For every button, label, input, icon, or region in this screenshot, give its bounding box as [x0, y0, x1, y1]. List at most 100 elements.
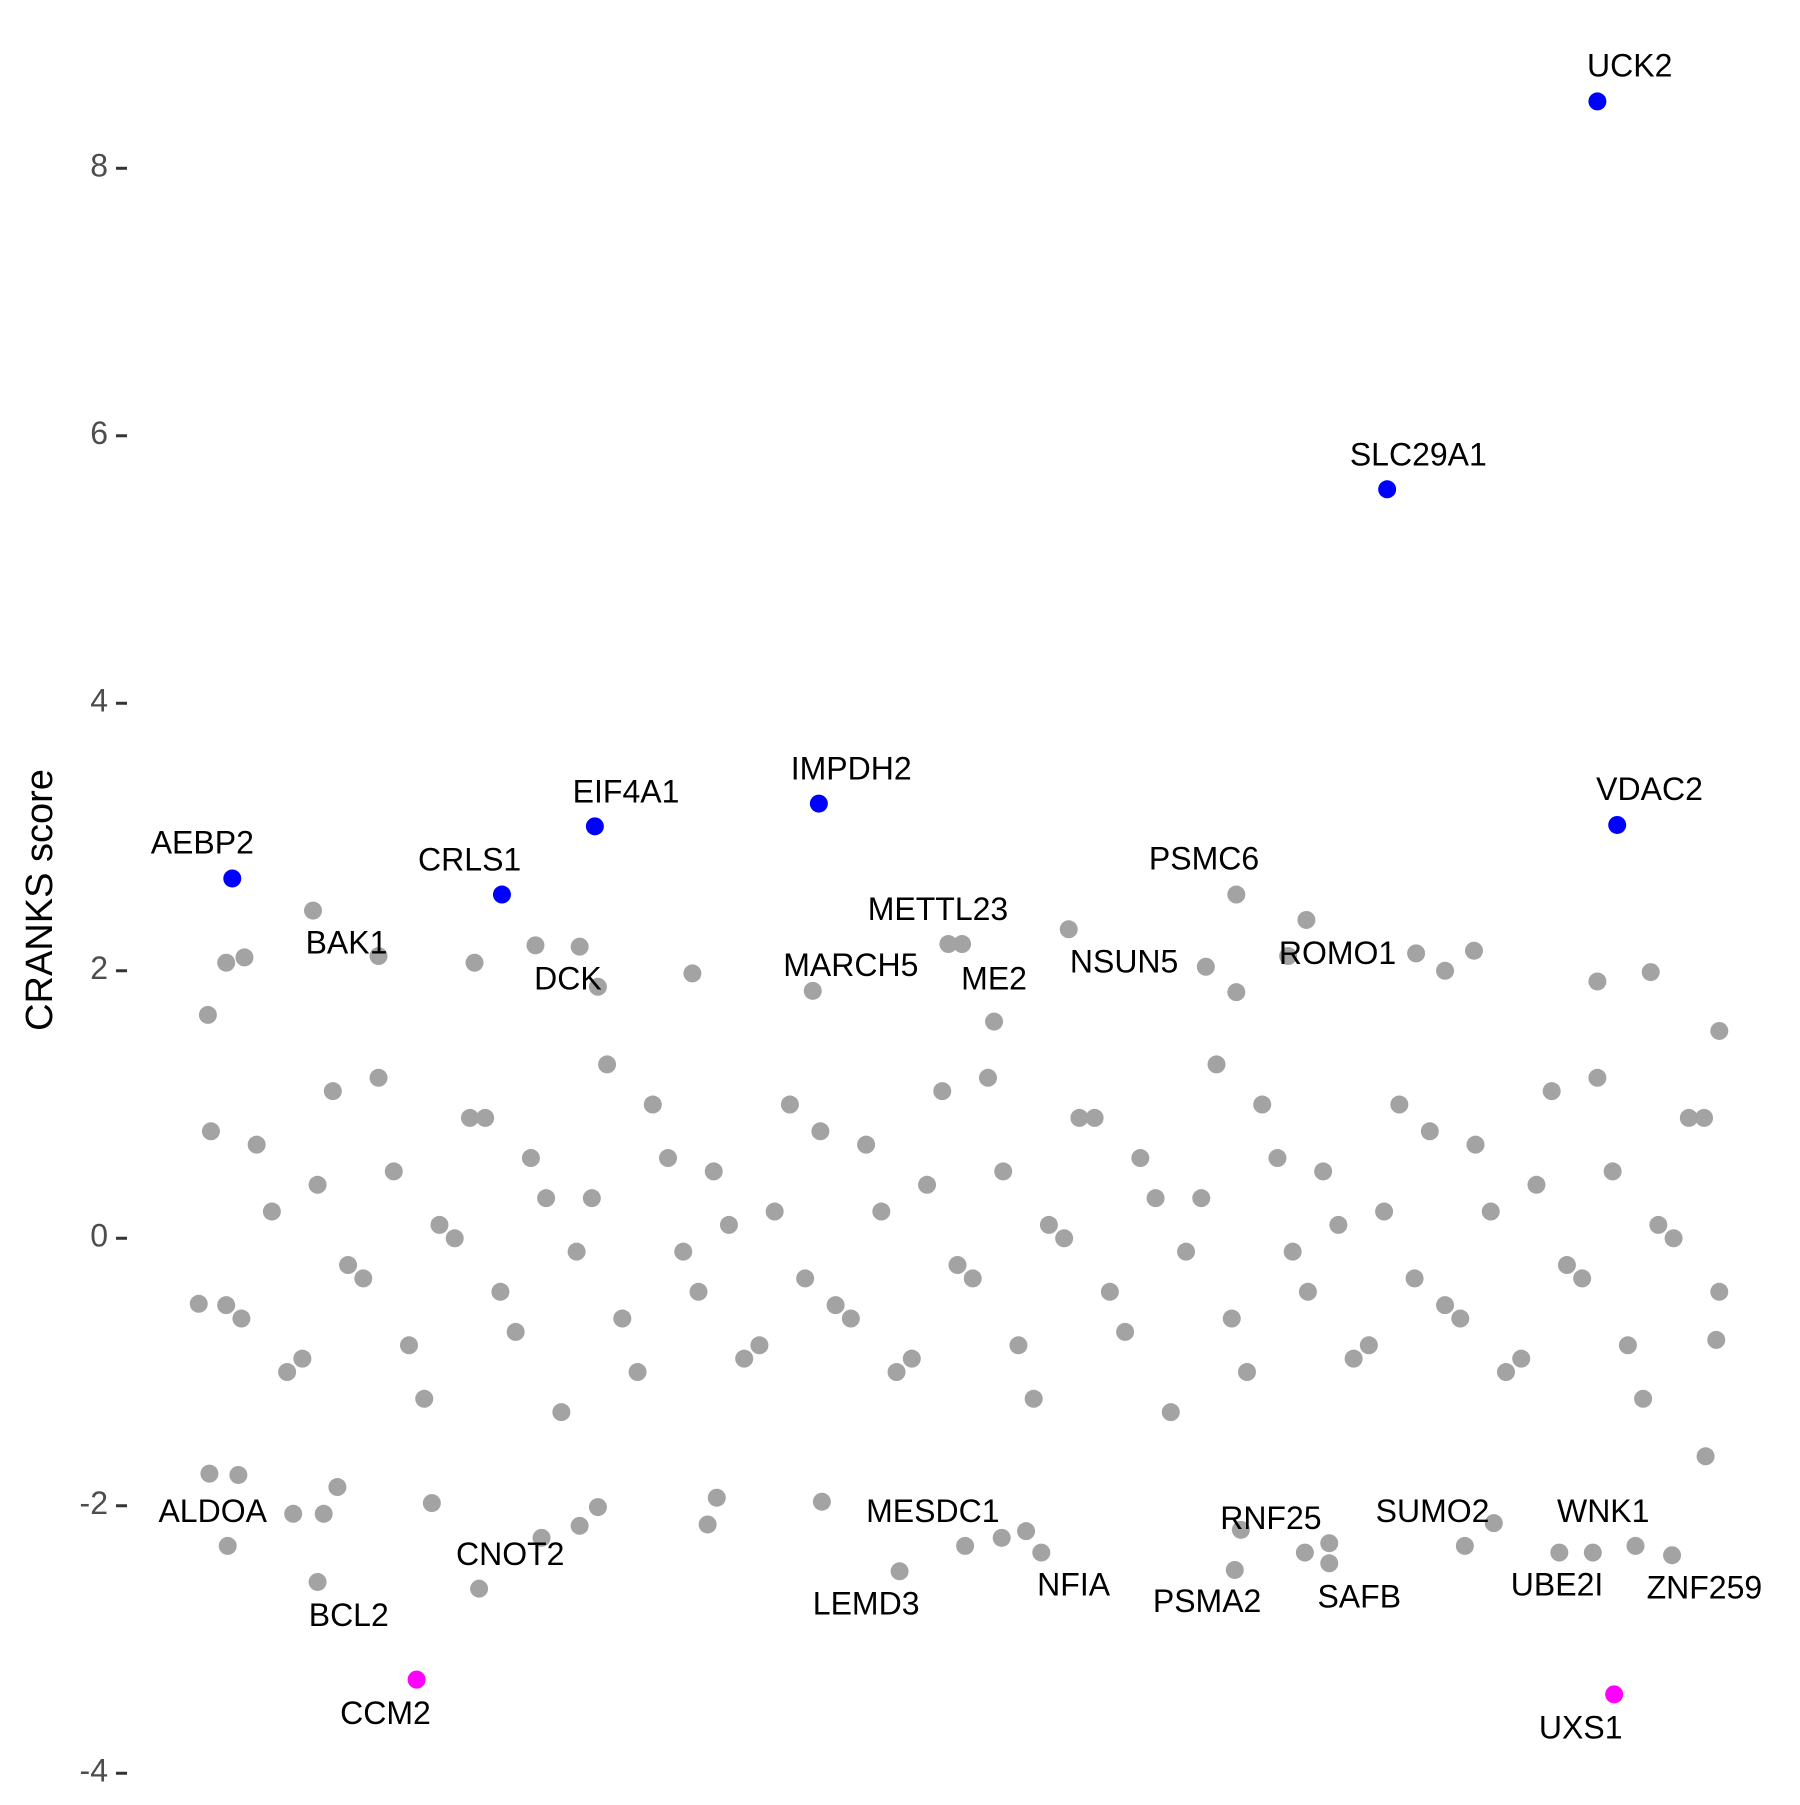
y-tick-label: -2 — [80, 1485, 108, 1521]
point — [598, 1055, 617, 1074]
point — [582, 1189, 601, 1208]
point — [247, 1135, 266, 1154]
point — [1464, 941, 1483, 960]
point — [994, 1162, 1013, 1181]
point — [887, 1363, 906, 1382]
point — [643, 1095, 662, 1114]
point — [1039, 1215, 1058, 1234]
point — [217, 1296, 236, 1315]
point — [1481, 1202, 1500, 1221]
point-label: NFIA — [1037, 1567, 1111, 1603]
point — [232, 1309, 251, 1328]
point — [811, 1122, 830, 1141]
point — [491, 1282, 510, 1301]
point — [1237, 1363, 1256, 1382]
point — [293, 1349, 312, 1368]
point-label: VDAC2 — [1596, 771, 1703, 807]
point-label: IMPDH2 — [791, 751, 912, 787]
point — [588, 1498, 607, 1517]
point-label: ROMO1 — [1279, 935, 1396, 971]
point — [1496, 1363, 1515, 1382]
point — [314, 1504, 333, 1523]
point-label: ALDOA — [158, 1493, 267, 1529]
point — [1466, 1135, 1485, 1154]
point — [1436, 1296, 1455, 1315]
point — [1192, 1189, 1211, 1208]
point-label: UXS1 — [1539, 1710, 1623, 1746]
point-label: SUMO2 — [1376, 1493, 1490, 1529]
y-tick-label: 2 — [90, 950, 108, 986]
point — [354, 1269, 373, 1288]
point — [1618, 1336, 1637, 1355]
point — [956, 1536, 975, 1555]
point-label: MARCH5 — [783, 947, 918, 983]
point — [1253, 1095, 1272, 1114]
point — [1455, 1536, 1474, 1555]
y-tick-label: 4 — [90, 683, 108, 719]
point — [537, 1189, 556, 1208]
point — [735, 1349, 754, 1368]
point — [1297, 910, 1316, 929]
point — [1608, 815, 1627, 834]
point — [1550, 1543, 1569, 1562]
point — [1626, 1536, 1645, 1555]
point — [992, 1528, 1011, 1547]
point — [689, 1282, 708, 1301]
point — [262, 1202, 281, 1221]
point — [1679, 1108, 1698, 1127]
point-label: EIF4A1 — [573, 773, 680, 809]
point — [552, 1403, 571, 1422]
point — [707, 1488, 726, 1507]
y-tick-label: -4 — [80, 1753, 108, 1789]
point — [1320, 1534, 1339, 1553]
point — [1451, 1309, 1470, 1328]
point — [1009, 1336, 1028, 1355]
point — [1420, 1122, 1439, 1141]
point-label: RNF25 — [1220, 1500, 1321, 1536]
point — [1710, 1282, 1729, 1301]
point — [1161, 1403, 1180, 1422]
point — [1695, 1108, 1714, 1127]
point — [659, 1149, 678, 1168]
point — [308, 1175, 327, 1194]
point — [1542, 1082, 1561, 1101]
point — [407, 1670, 426, 1689]
point — [1641, 963, 1660, 982]
point — [613, 1309, 632, 1328]
point — [476, 1108, 495, 1127]
point — [198, 1005, 217, 1024]
point — [492, 885, 511, 904]
point — [1196, 957, 1215, 976]
point — [674, 1242, 693, 1261]
point — [985, 1012, 1004, 1031]
point — [1605, 1685, 1624, 1704]
point — [369, 947, 388, 966]
point — [369, 1068, 388, 1087]
point — [430, 1215, 449, 1234]
point — [422, 1494, 441, 1513]
point — [1603, 1162, 1622, 1181]
point — [628, 1363, 647, 1382]
point — [1227, 983, 1246, 1002]
point — [1146, 1189, 1165, 1208]
point — [1283, 1242, 1302, 1261]
point-label: BAK1 — [306, 925, 388, 961]
point — [570, 937, 589, 956]
point — [1405, 1269, 1424, 1288]
point — [1207, 1055, 1226, 1074]
point — [445, 1229, 464, 1248]
point-label: BCL2 — [309, 1597, 389, 1633]
point — [470, 1579, 489, 1598]
point-label: CCM2 — [340, 1695, 431, 1731]
point — [1557, 1256, 1576, 1275]
y-tick-label: 0 — [90, 1218, 108, 1254]
point — [1588, 972, 1607, 991]
point — [765, 1202, 784, 1221]
point-label: WNK1 — [1557, 1493, 1649, 1529]
point — [872, 1202, 891, 1221]
point — [1070, 1108, 1089, 1127]
point — [460, 1108, 479, 1127]
point — [1588, 1068, 1607, 1087]
